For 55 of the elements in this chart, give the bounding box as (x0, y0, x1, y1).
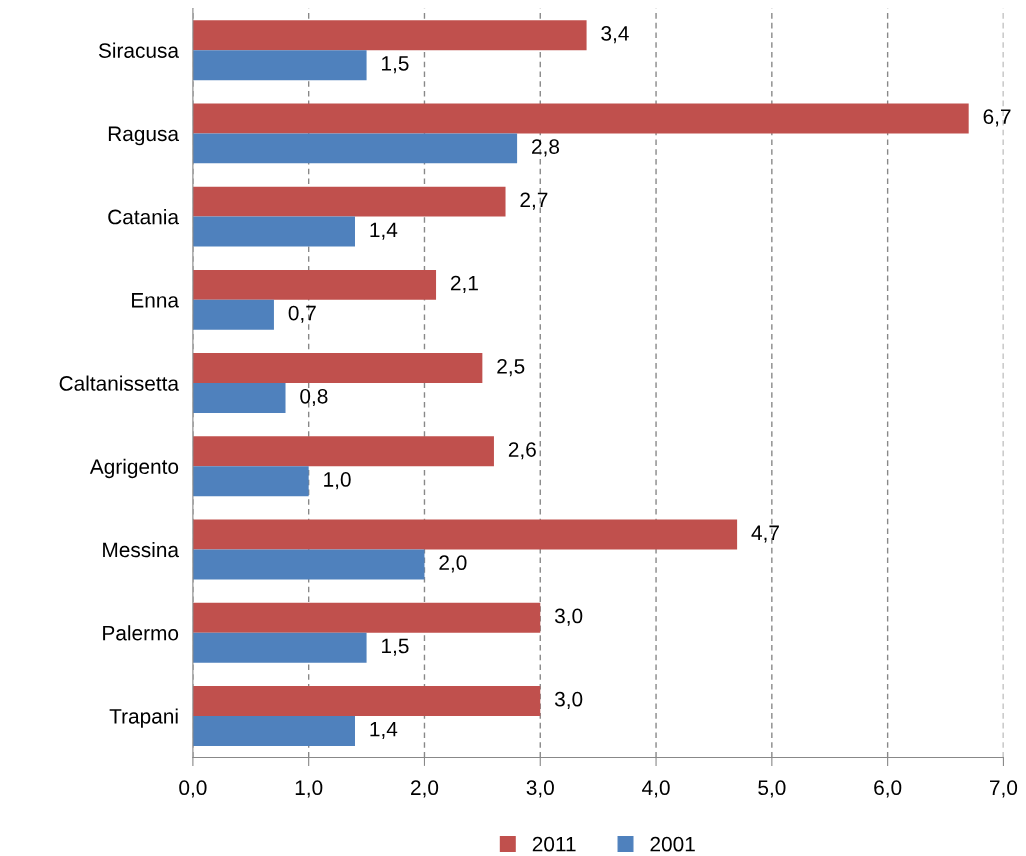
x-tick-label: 7,0 (990, 780, 1018, 798)
bar (192, 299, 274, 330)
bar (192, 216, 355, 247)
x-tick-label: 0,0 (179, 780, 207, 798)
data-label: 6,7 (983, 109, 1011, 127)
data-label: 2,6 (508, 442, 536, 460)
data-label: 0,8 (300, 388, 328, 407)
bar (192, 602, 541, 633)
y-tick-label: Ragusa (108, 126, 179, 146)
x-tick-label: 2,0 (411, 780, 439, 798)
bar (192, 50, 367, 81)
data-label: 1,4 (370, 222, 398, 240)
bar (192, 436, 494, 467)
data-label: 1,4 (370, 721, 398, 739)
bar (192, 685, 541, 716)
y-tick-label: Caltanissetta (59, 375, 179, 391)
y-tick-label: Agrigento (89, 458, 179, 479)
y-tick-label: Siracusa (98, 42, 179, 58)
data-label: 0,7 (288, 305, 316, 323)
legend-label: 2011 (532, 836, 576, 852)
bar (192, 186, 506, 217)
y-tick-label: Catania (108, 209, 179, 225)
data-label: 2,0 (439, 555, 467, 573)
y-tick-label: Messina (103, 541, 179, 558)
data-label: 1,5 (382, 56, 409, 74)
legend-label: 2001 (650, 836, 695, 852)
y-tick-label: Palermo (103, 625, 179, 641)
data-label: 3,0 (554, 691, 583, 710)
bar (192, 715, 355, 746)
data-label: 2,7 (520, 192, 548, 210)
x-tick-label: 3,0 (526, 780, 554, 798)
bar (192, 353, 483, 384)
bar (192, 20, 587, 51)
data-label: 2,5 (497, 358, 525, 377)
bar (192, 549, 425, 580)
bar (192, 383, 286, 414)
data-label: 2,1 (450, 275, 478, 293)
data-label: 2,8 (532, 139, 560, 157)
data-label: 3,4 (601, 26, 629, 44)
bar (192, 133, 518, 164)
data-label: 4,7 (751, 525, 779, 543)
x-tick-label: 1,0 (295, 780, 323, 798)
data-label: 1,0 (324, 472, 351, 490)
bar (192, 519, 738, 550)
bar (192, 269, 437, 300)
x-tick-label: 6,0 (874, 780, 902, 798)
bar (192, 466, 309, 497)
y-tick-label: Enna (132, 293, 179, 308)
x-tick-label: 5,0 (758, 780, 786, 798)
x-tick-label: 4,0 (642, 780, 670, 798)
bar (192, 103, 969, 134)
y-tick-label: Trapani (109, 708, 178, 728)
data-label: 1,5 (382, 638, 409, 656)
bar (192, 632, 367, 663)
data-label: 3,0 (554, 608, 583, 626)
